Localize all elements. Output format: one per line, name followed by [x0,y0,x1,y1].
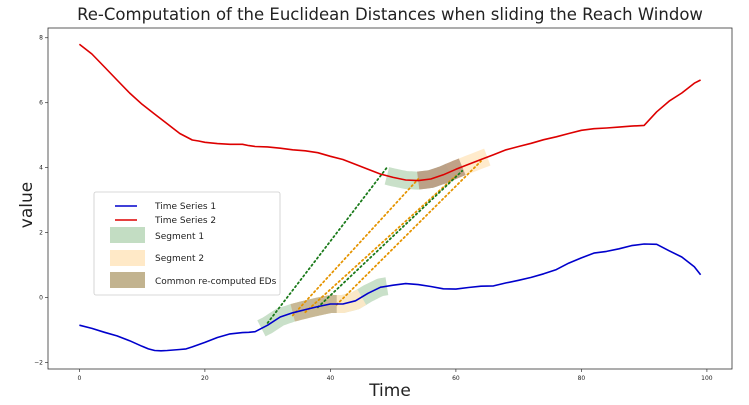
dotted-line-2 [291,178,420,317]
dotted-line-4 [316,169,464,309]
x-axis-label: Time [368,381,411,401]
series-line-2 [78,43,701,182]
y-tick-label: 2 [39,230,43,237]
dotted-lines-layer [266,160,482,324]
y-tick-label: −2 [34,360,43,367]
chart-title: Re-Computation of the Euclidean Distance… [77,5,703,24]
y-tick-label: 4 [39,165,43,172]
legend-swatch-segment-1 [110,227,145,243]
x-tick-label: 20 [201,375,209,382]
x-tick-label: 80 [578,375,586,382]
x-tick-label: 40 [327,375,335,382]
x-tick-label: 100 [701,375,713,382]
ticks-layer: 0 20 40 60 80 100 −2 0 2 4 6 8 [34,35,713,382]
legend-label-segment-2: Segment 2 [155,254,204,264]
legend-label-segment-1: Segment 1 [155,232,204,242]
x-tick-label: 60 [452,375,460,382]
legend-swatch-segment-2 [110,250,145,266]
dotted-line-1 [266,166,388,324]
series-layer [78,43,702,352]
y-axis-label: value [17,182,37,228]
legend-swatch-common [110,272,145,288]
legend-label-common: Common re-computed EDs [155,277,277,287]
legend-label-series-1: Time Series 1 [154,202,216,212]
legend-box [93,191,281,296]
series-line-1 [79,243,702,352]
legend-label-series-2: Time Series 2 [154,216,216,226]
y-tick-label: 6 [39,100,43,107]
y-tick-label: 8 [39,35,43,42]
legend: Time Series 1 Time Series 2 Segment 1 Se… [93,191,281,296]
dotted-line-3 [304,174,457,314]
x-tick-label: 0 [77,375,81,382]
y-tick-label: 0 [39,295,43,302]
